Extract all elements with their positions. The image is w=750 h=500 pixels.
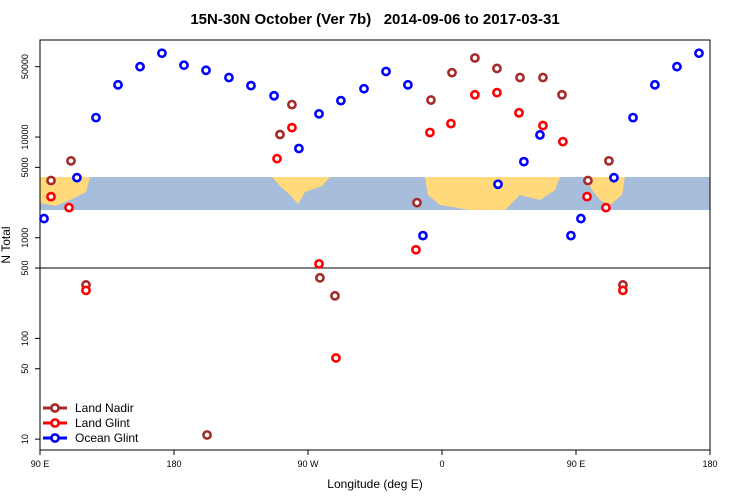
x-tick-label: 90 W — [297, 459, 319, 469]
point — [470, 89, 480, 100]
point — [113, 79, 123, 90]
point — [403, 79, 413, 90]
point — [336, 95, 346, 106]
point — [157, 48, 167, 59]
point — [81, 285, 91, 296]
plot-frame — [39, 39, 711, 451]
point — [582, 191, 592, 202]
point — [46, 175, 56, 186]
chart-title: 15N-30N October (Ver 7b) 2014-09-06 to 2… — [190, 11, 559, 28]
point — [425, 127, 435, 138]
legend-marker — [50, 433, 60, 443]
point — [628, 112, 638, 123]
y-tick-label: 100 — [20, 331, 30, 346]
point — [412, 197, 422, 208]
point — [201, 65, 211, 76]
point — [314, 108, 324, 119]
point — [601, 202, 611, 213]
point — [287, 99, 297, 110]
legend-label: Ocean Glint — [75, 431, 139, 445]
point — [275, 129, 285, 140]
point — [446, 118, 456, 129]
x-axis-label: Longitude (deg E) — [327, 477, 422, 491]
legend-label: Land Glint — [75, 416, 130, 430]
point — [66, 155, 76, 166]
point — [315, 272, 325, 283]
point — [202, 430, 212, 440]
point — [411, 244, 421, 255]
point — [518, 156, 529, 167]
point — [604, 155, 614, 166]
point — [672, 61, 682, 72]
point — [557, 89, 567, 100]
point — [135, 61, 145, 72]
point — [426, 95, 436, 105]
point — [224, 72, 234, 83]
point — [359, 83, 369, 94]
point — [535, 130, 545, 140]
point — [246, 80, 256, 91]
point — [287, 122, 297, 133]
point — [272, 153, 282, 164]
point — [694, 48, 704, 59]
point — [381, 66, 391, 77]
legend-marker — [50, 418, 60, 428]
point — [314, 258, 324, 269]
y-tick-label: 50000 — [20, 54, 30, 79]
point — [418, 230, 428, 241]
point — [294, 143, 304, 154]
point — [557, 136, 568, 147]
point — [179, 60, 189, 71]
point — [72, 172, 82, 183]
y-axis-label: N Total — [0, 226, 13, 263]
legend-label: Land Nadir — [75, 401, 134, 415]
map-strip — [40, 177, 710, 210]
point — [618, 285, 628, 296]
point — [538, 120, 548, 131]
point — [514, 107, 524, 118]
point — [269, 90, 279, 101]
point — [91, 112, 101, 123]
point — [538, 72, 548, 83]
point — [447, 67, 457, 78]
y-tick-label: 5000 — [20, 157, 30, 177]
point — [331, 353, 341, 363]
point — [46, 191, 56, 202]
y-tick-label: 500 — [20, 261, 30, 276]
point — [492, 63, 502, 74]
point — [576, 213, 586, 224]
point — [492, 87, 502, 98]
point — [609, 172, 619, 183]
x-tick-label: 0 — [439, 459, 444, 469]
point — [583, 175, 593, 186]
point — [330, 290, 340, 301]
x-tick-label: 180 — [166, 459, 181, 469]
point — [493, 179, 503, 190]
x-tick-label: 90 E — [31, 459, 50, 469]
point — [650, 79, 660, 90]
point — [64, 202, 74, 213]
point — [470, 53, 480, 63]
x-tick-label: 90 E — [567, 459, 586, 469]
point — [566, 230, 576, 241]
y-tick-label: 10000 — [20, 125, 30, 150]
point — [39, 213, 49, 224]
point — [515, 72, 525, 83]
y-tick-label: 1000 — [20, 228, 30, 248]
legend-marker — [50, 403, 60, 413]
x-tick-label: 180 — [702, 459, 717, 469]
y-tick-label: 10 — [20, 434, 30, 444]
y-tick-label: 50 — [20, 364, 30, 374]
